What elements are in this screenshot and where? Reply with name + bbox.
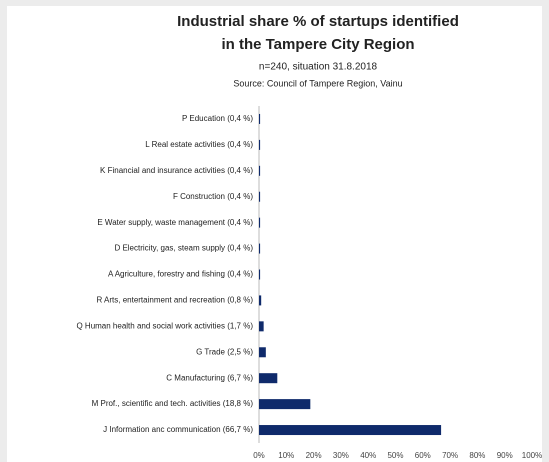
bar bbox=[259, 243, 261, 254]
bar bbox=[259, 269, 261, 280]
y-tick-label: R Arts, entertainment and recreation (0,… bbox=[96, 296, 253, 305]
x-tick-label: 80% bbox=[469, 451, 485, 460]
bar bbox=[259, 139, 261, 150]
chart-subtitle: n=240, situation 31.8.2018 bbox=[259, 62, 378, 73]
y-tick-label: A Agriculture, forestry and fishing (0,4… bbox=[108, 270, 253, 279]
bar bbox=[259, 295, 262, 306]
bar bbox=[259, 321, 264, 332]
x-tick-label: 50% bbox=[387, 451, 403, 460]
chart-title: Industrial share % of startups identifie… bbox=[177, 13, 459, 30]
bar bbox=[259, 113, 261, 124]
bar bbox=[259, 399, 311, 410]
bar bbox=[259, 347, 266, 358]
y-tick-label: J Information anc communication (66,7 %) bbox=[103, 425, 253, 434]
x-tick-label: 20% bbox=[306, 451, 322, 460]
panel bbox=[7, 6, 542, 462]
x-tick-label: 40% bbox=[360, 451, 376, 460]
y-tick-label: Q Human health and social work activitie… bbox=[76, 321, 253, 330]
chart-source: Source: Council of Tampere Region, Vainu bbox=[233, 78, 402, 88]
bar bbox=[259, 165, 261, 176]
x-tick-label: 100% bbox=[522, 451, 542, 460]
y-tick-label: M Prof., scientific and tech. activities… bbox=[92, 399, 254, 408]
y-tick-label: D Electricity, gas, steam supply (0,4 %) bbox=[114, 244, 253, 253]
x-tick-label: 70% bbox=[442, 451, 458, 460]
bar bbox=[259, 191, 261, 202]
bar bbox=[259, 425, 442, 436]
bar bbox=[259, 373, 278, 384]
y-tick-label: K Financial and insurance activities (0,… bbox=[100, 166, 253, 175]
x-tick-label: 0% bbox=[253, 451, 265, 460]
x-tick-label: 90% bbox=[497, 451, 513, 460]
x-tick-label: 10% bbox=[278, 451, 294, 460]
y-tick-label: C Manufacturing (6,7 %) bbox=[166, 373, 253, 382]
y-tick-label: P Education (0,4 %) bbox=[182, 114, 253, 123]
chart-title: in the Tampere City Region bbox=[221, 36, 414, 53]
y-tick-label: E Water supply, waste management (0,4 %) bbox=[97, 218, 253, 227]
x-tick-label: 60% bbox=[415, 451, 431, 460]
y-tick-label: L Real estate activities (0,4 %) bbox=[145, 140, 253, 149]
y-tick-label: F Construction (0,4 %) bbox=[173, 192, 253, 201]
x-tick-label: 30% bbox=[333, 451, 349, 460]
bar bbox=[259, 217, 261, 228]
y-tick-label: G Trade (2,5 %) bbox=[196, 347, 253, 356]
